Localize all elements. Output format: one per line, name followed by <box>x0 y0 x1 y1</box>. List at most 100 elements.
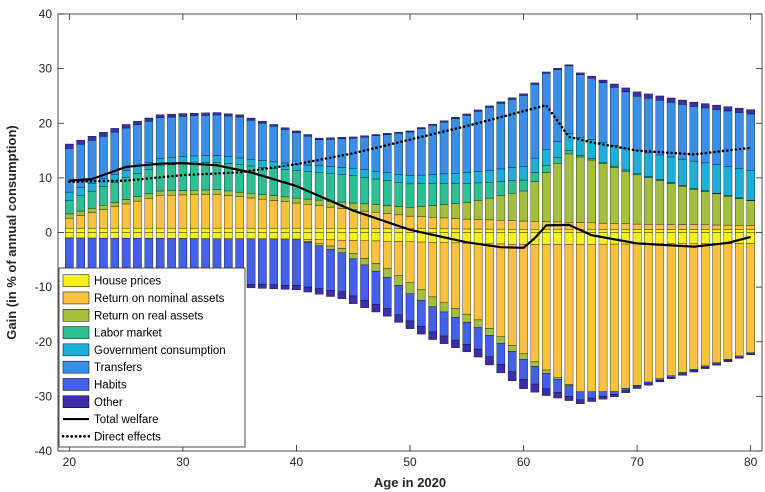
bar-segment-6-age-57-neg <box>485 335 494 357</box>
bar-segment-1-age-59-neg <box>507 244 517 346</box>
bar-segment-6-age-52-neg <box>428 306 437 333</box>
bar-segment-3-age-31-pos <box>189 162 199 191</box>
bar-segment-0-age-62-neg <box>541 232 551 245</box>
bar-segment-0-age-74-neg <box>678 232 687 244</box>
bar-segment-7-age-68-neg <box>610 394 619 398</box>
bar-segment-6-age-46-neg <box>360 264 369 301</box>
bar-segment-2-age-22-pos <box>87 208 97 213</box>
bar-segment-1-age-45-neg <box>348 240 358 254</box>
bar-segment-6-age-74-neg <box>678 372 687 375</box>
bar-segment-0-age-45-pos <box>348 228 358 233</box>
bar-segment-0-age-58-neg <box>496 232 506 245</box>
bar-segment-5-age-38-pos <box>269 126 279 162</box>
bar-segment-0-age-77-neg <box>712 232 721 244</box>
bar-segment-7-age-42-neg <box>314 288 324 295</box>
bar-segment-7-age-49-pos <box>394 131 403 134</box>
bar-segment-4-age-46-pos <box>360 169 369 178</box>
bar-segment-5-age-69-pos <box>621 91 631 149</box>
bar-segment-3-age-32-pos <box>201 162 210 191</box>
bar-segment-1-age-57-pos <box>485 219 494 230</box>
bar-segment-3-age-54-pos <box>451 183 460 204</box>
bar-segment-2-age-43-neg <box>326 245 335 250</box>
bar-segment-0-age-58-pos <box>496 228 506 233</box>
bar-segment-7-age-55-neg <box>462 344 472 353</box>
y-tick-label: -40 <box>35 444 53 458</box>
bar-segment-2-age-45-neg <box>348 253 358 260</box>
bar-segment-7-age-67-neg <box>598 395 608 400</box>
bar-segment-4-age-31-pos <box>189 155 199 164</box>
bar-segment-7-age-57-neg <box>485 356 494 366</box>
bar-segment-3-age-56-pos <box>473 182 483 201</box>
bar-segment-1-age-38-pos <box>269 200 279 229</box>
bar-segment-7-age-43-neg <box>326 289 335 297</box>
bar-segment-7-age-63-neg <box>553 392 562 399</box>
bar-segment-0-age-75-neg <box>689 232 699 244</box>
bar-segment-7-age-69-neg <box>621 390 631 393</box>
bar-segment-7-age-33-pos <box>212 112 222 116</box>
bar-segment-4-age-54-pos <box>451 173 460 184</box>
bar-segment-2-age-49-pos <box>394 206 403 216</box>
bar-segment-4-age-57-pos <box>485 169 494 183</box>
bar-segment-2-age-75-pos <box>689 189 699 225</box>
bar-segment-0-age-35-neg <box>235 232 244 239</box>
bar-segment-7-age-21-pos <box>76 139 85 145</box>
bar-segment-5-age-44-pos <box>337 138 347 168</box>
bar-segment-7-age-27-pos <box>144 117 154 122</box>
bar-segment-5-age-20-pos <box>65 148 74 193</box>
bar-segment-1-age-32-pos <box>201 194 210 229</box>
bar-segment-1-age-58-neg <box>496 243 506 338</box>
bar-segment-2-age-51-neg <box>417 289 426 301</box>
bar-segment-6-age-72-neg <box>655 378 665 381</box>
bar-segment-0-age-22-pos <box>87 227 97 233</box>
lines-group <box>68 103 752 249</box>
bar-segment-6-age-49-neg <box>394 285 403 315</box>
bar-segment-5-age-51-pos <box>417 128 426 176</box>
bar-segment-1-age-36-pos <box>246 197 256 229</box>
bar-segment-0-age-53-pos <box>439 228 449 233</box>
bar-segment-2-age-61-pos <box>530 181 540 222</box>
bar-segment-0-age-29-neg <box>167 232 176 239</box>
bar-segment-0-age-80-pos <box>746 229 755 233</box>
bar-segment-1-age-55-pos <box>462 218 472 230</box>
bar-segment-3-age-65-pos <box>576 155 585 158</box>
bar-segment-1-age-42-neg <box>314 239 324 244</box>
legend-swatch <box>62 395 90 408</box>
bar-segment-1-age-27-pos <box>144 198 154 229</box>
bar-segment-2-age-36-pos <box>246 193 256 199</box>
bar-segment-3-age-66-pos <box>587 158 596 161</box>
bar-segment-0-age-23-pos <box>99 227 108 233</box>
bar-segment-1-age-76-neg <box>700 243 710 367</box>
bar-segment-0-age-60-neg <box>519 232 528 245</box>
bar-segment-1-age-70-neg <box>632 243 642 386</box>
bar-segment-5-age-40-pos <box>292 132 301 165</box>
bar-segment-1-age-78-pos <box>723 224 733 230</box>
bar-segment-3-age-20-pos <box>65 200 74 215</box>
bar-segment-4-age-71-pos <box>644 152 653 177</box>
bar-segment-7-age-45-neg <box>348 295 358 304</box>
bar-segment-5-age-77-pos <box>712 109 721 165</box>
bar-segment-4-age-22-pos <box>87 183 97 192</box>
bar-segment-7-age-29-pos <box>167 113 176 118</box>
bar-segment-2-age-52-pos <box>428 205 437 218</box>
bar-segment-2-age-59-pos <box>507 193 517 221</box>
bar-segment-2-age-73-pos <box>666 183 676 225</box>
bar-segment-0-age-47-neg <box>371 232 381 242</box>
bar-segment-1-age-73-neg <box>666 243 676 376</box>
bar-segment-6-age-44-neg <box>337 252 347 292</box>
bar-segment-2-age-74-pos <box>678 186 687 225</box>
bar-segment-2-age-78-pos <box>723 195 733 226</box>
bar-segment-4-age-37-pos <box>258 160 267 168</box>
bar-segment-0-age-28-neg <box>155 232 165 239</box>
bar-segment-4-age-68-pos <box>610 144 619 167</box>
bar-segment-2-age-62-neg <box>541 369 551 374</box>
bar-segment-2-age-54-pos <box>451 203 460 219</box>
bar-segment-7-age-47-neg <box>371 304 381 313</box>
bar-segment-2-age-31-pos <box>189 190 199 195</box>
bar-segment-2-age-25-pos <box>121 199 131 205</box>
bar-segment-0-age-60-pos <box>519 229 528 233</box>
bar-segment-0-age-38-neg <box>269 232 279 240</box>
bar-segment-2-age-69-pos <box>621 170 631 224</box>
bar-segment-0-age-21-neg <box>76 232 85 239</box>
bar-segment-4-age-78-pos <box>723 166 733 196</box>
